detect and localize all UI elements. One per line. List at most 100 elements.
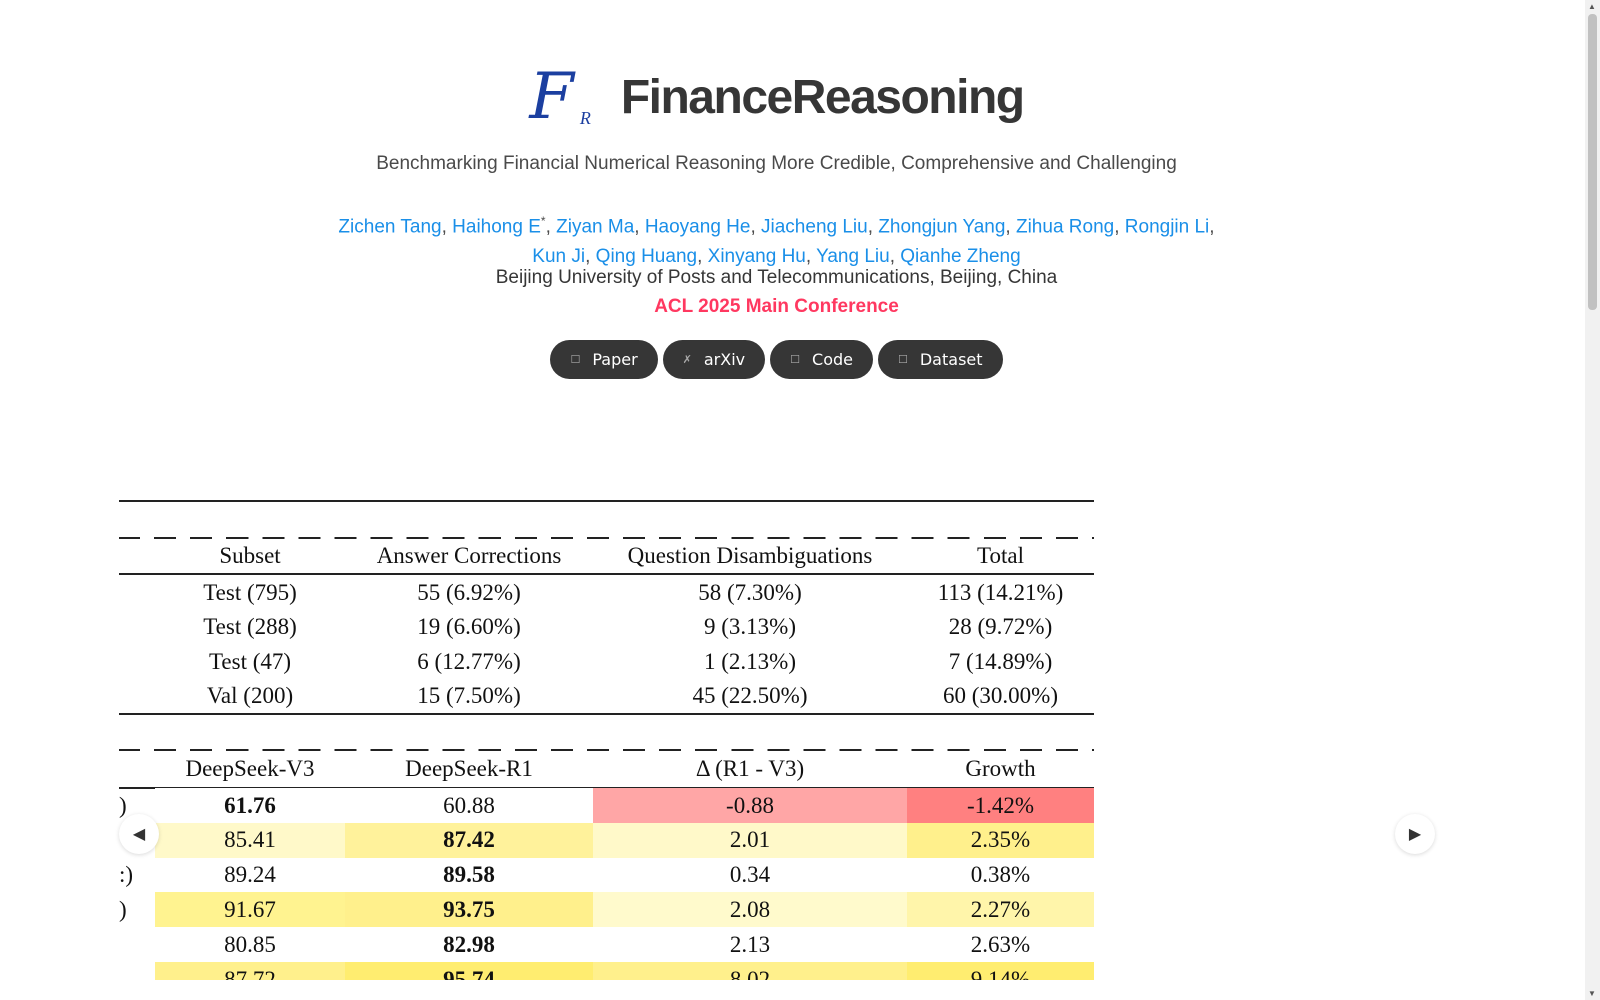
author-link[interactable]: Qing Huang <box>595 246 698 268</box>
table-cell: 6 (12.77%) <box>417 648 521 674</box>
table-cell: 55 (6.92%) <box>417 579 521 605</box>
table-cell: 45 (22.50%) <box>692 683 808 708</box>
table-row: ) 61.76 60.88 -0.88 -1.42% <box>119 788 1094 823</box>
page-scrollbar[interactable]: ▲ ▼ <box>1585 0 1600 1000</box>
annotation-stats-table: Subset Answer Corrections Question Disambi… <box>119 500 1094 718</box>
table-cell: 28 (9.72%) <box>948 614 1053 639</box>
table-row: 85.41 87.42 2.01 2.35% <box>119 822 1094 858</box>
author-link[interactable]: Qianhe Zheng <box>900 246 1021 268</box>
link-buttons: ☐ Paper ✗ arXiv ☐ Code ☐ Dataset <box>0 340 1553 379</box>
row-label-fragment: :) <box>119 862 134 888</box>
column-header: Answer Corrections <box>376 542 562 568</box>
table-row: 80.85 82.98 2.13 2.63% <box>119 927 1094 963</box>
table-cell: 60.88 <box>345 788 593 823</box>
table-cell: Val (200) <box>206 683 294 708</box>
code-button[interactable]: ☐ Code <box>770 340 873 379</box>
dataset-label: Dataset <box>919 350 983 369</box>
author-link[interactable]: Ziyan Ma <box>556 216 635 238</box>
table-row: :) 89.24 89.58 0.34 0.38% <box>119 857 1094 893</box>
table-cell: Test (47) <box>208 648 292 674</box>
author-link[interactable]: Kun Ji <box>532 246 586 268</box>
column-header: Growth <box>965 755 1036 781</box>
table-cell: 8.02 <box>593 962 907 980</box>
column-header: DeepSeek-V3 <box>185 755 315 781</box>
author-link[interactable]: Haoyang He <box>644 216 751 238</box>
column-header: Δ (R1 - V3) <box>695 755 805 781</box>
code-label: Code <box>812 350 853 369</box>
table-cell: 58 (7.30%) <box>698 579 802 605</box>
author-link[interactable]: Jiacheng Liu <box>761 216 868 238</box>
table-cell: Test (795) <box>203 579 297 605</box>
column-header: Subset <box>219 542 281 568</box>
author-link[interactable]: Rongjin Li <box>1124 216 1210 238</box>
chevron-right-icon: ▶ <box>1408 826 1422 843</box>
table-cell: 89.58 <box>345 857 593 893</box>
carousel-prev-button[interactable]: ◀ <box>119 814 159 854</box>
author-separator: , <box>1209 216 1215 238</box>
table-cell: -1.42% <box>907 788 1094 823</box>
author-separator: , <box>805 246 817 268</box>
row-label-fragment: ) <box>119 792 127 818</box>
column-header: Question Disambiguations <box>627 542 873 568</box>
author-separator: , <box>585 246 596 268</box>
table-cell: 89.24 <box>155 857 345 893</box>
dataset-button[interactable]: ☐ Dataset <box>877 340 1003 379</box>
table-cell: 1 (2.13%) <box>704 648 796 674</box>
author-link[interactable]: Haihong E <box>452 216 541 238</box>
file-pdf-icon: ☐ <box>570 353 581 366</box>
author-separator: , <box>750 216 762 238</box>
author-separator: , <box>697 246 708 268</box>
author-link[interactable]: Zihua Rong <box>1015 216 1115 238</box>
scroll-up-arrow-icon[interactable]: ▲ <box>1588 2 1596 11</box>
author-link[interactable]: Xinyang Hu <box>707 246 806 268</box>
table-cell: 2.63% <box>907 927 1094 963</box>
table-cell: 2.13 <box>593 927 907 963</box>
arxiv-icon: ✗ <box>682 353 692 366</box>
table-row: Test (47) 6 (12.77%) 1 (2.13%) 7 (14.89%) <box>119 644 1094 679</box>
page-subtitle: Benchmarking Financial Numerical Reasoni… <box>376 153 1177 174</box>
table-row: ) 91.67 93.75 2.08 2.27% <box>119 892 1094 928</box>
author-separator: , <box>634 216 645 238</box>
table-cell: 15 (7.50%) <box>417 683 521 708</box>
table-cell: 7 (14.89%) <box>948 648 1053 674</box>
table-cell: 9 (3.13%) <box>704 614 796 639</box>
table-row: 87.72 95.74 8.02 9.14% <box>119 962 1094 980</box>
logo-letter-f: F <box>529 60 574 134</box>
affiliation: Beijing University of Posts and Telecomm… <box>495 267 1058 288</box>
table-cell: 80.85 <box>155 927 345 963</box>
row-label-fragment: ) <box>119 896 127 922</box>
table-cell: 61.76 <box>155 788 345 823</box>
carousel-next-button[interactable]: ▶ <box>1395 814 1435 854</box>
chevron-left-icon: ◀ <box>132 826 146 843</box>
table-cell: 82.98 <box>345 927 593 963</box>
author-link[interactable]: Zhongjun Yang <box>878 216 1006 238</box>
table-cell: 2.27% <box>907 892 1094 928</box>
table-cell: 2.08 <box>593 892 907 928</box>
column-header: DeepSeek-R1 <box>405 755 533 781</box>
table-row: Test (288) 19 (6.60%) 9 (3.13%) 28 (9.72%) <box>119 610 1094 645</box>
table-cell: 113 (14.21%) <box>937 579 1064 605</box>
paper-label: Paper <box>592 350 638 369</box>
author-link[interactable]: Yang Liu <box>816 246 890 268</box>
table-cell: 85.41 <box>155 822 345 858</box>
arxiv-label: arXiv <box>703 350 746 369</box>
scroll-down-arrow-icon[interactable]: ▼ <box>1588 989 1596 998</box>
arxiv-button[interactable]: ✗ arXiv <box>662 340 766 379</box>
table-cell: 0.38% <box>907 857 1094 893</box>
scrollbar-thumb[interactable] <box>1588 14 1597 310</box>
database-icon: ☐ <box>897 353 908 366</box>
author-link[interactable]: Zichen Tang <box>338 216 442 238</box>
deepseek-comparison-table: DeepSeek-V3 DeepSeek-R1 Δ (R1 - V3) Growth)… <box>119 745 1094 980</box>
table-cell: 87.72 <box>155 962 345 980</box>
author-separator: , <box>867 216 879 238</box>
table-cell: 9.14% <box>907 962 1094 980</box>
github-icon: ☐ <box>790 353 801 366</box>
author-separator: , <box>1114 216 1125 238</box>
corresponding-author-mark: * <box>540 214 546 228</box>
paper-button[interactable]: ☐ Paper <box>550 340 658 379</box>
author-separator: , <box>1005 216 1016 238</box>
author-list: Zichen Tang, Haihong E*, Ziyan Ma, Haoya… <box>0 206 1553 272</box>
table-row: Test (795) 55 (6.92%) 58 (7.30%) 113 (14.21… <box>119 575 1094 610</box>
